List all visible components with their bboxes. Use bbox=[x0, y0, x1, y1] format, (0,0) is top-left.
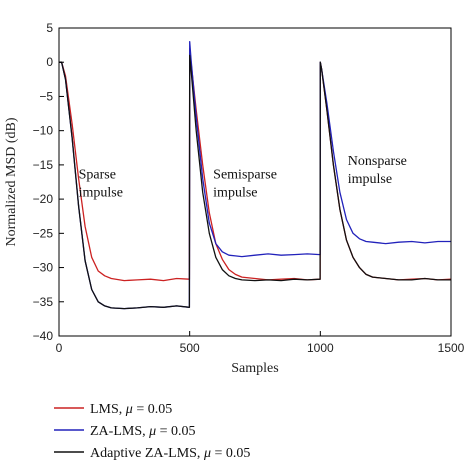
y-tick-label: 5 bbox=[46, 21, 53, 35]
x-axis-title: Samples bbox=[231, 361, 278, 376]
y-tick-label: −35 bbox=[33, 295, 54, 309]
legend: LMS, μ = 0.05 ZA-LMS, μ = 0.05 Adaptive ZA… bbox=[54, 402, 250, 461]
ticks-layer: 0 500 1000 1500 5 0 −5 −10 −15 −20 −25 −30 −35 −40 bbox=[33, 21, 465, 355]
y-tick-label: −25 bbox=[33, 226, 54, 240]
y-tick-label: −20 bbox=[33, 192, 54, 206]
annotation-layer: Sparse impulse Semisparse impulse Nonsparse i… bbox=[79, 154, 407, 201]
x-tick-label: 0 bbox=[56, 341, 63, 355]
legend-label-3: Adaptive ZA-LMS, μ = 0.05 bbox=[90, 446, 250, 461]
legend-label-1: LMS, μ = 0.05 bbox=[90, 402, 172, 417]
legend-label-2: ZA-LMS, μ = 0.05 bbox=[90, 424, 196, 439]
y-tick-label: −5 bbox=[39, 89, 53, 103]
annotation-label-1: Sparse impulse bbox=[79, 168, 123, 201]
y-tick-label: −40 bbox=[33, 329, 54, 343]
y-tick-label: −15 bbox=[33, 158, 54, 172]
y-tick-label: 0 bbox=[46, 55, 53, 69]
x-tick-label: 500 bbox=[180, 341, 200, 355]
annotation-label-2: Semisparse impulse bbox=[213, 168, 277, 201]
series-line-3 bbox=[59, 54, 451, 310]
y-tick-label: −10 bbox=[33, 124, 54, 138]
plot-frame bbox=[58, 27, 452, 337]
y-axis-title: Normalized MSD (dB) bbox=[4, 117, 19, 246]
y-tick-label: −30 bbox=[33, 261, 54, 275]
x-tick-label: 1000 bbox=[307, 341, 334, 355]
x-tick-label: 1500 bbox=[438, 341, 465, 355]
annotation-label-3: Nonsparse impulse bbox=[348, 154, 407, 187]
series-layer bbox=[59, 41, 452, 310]
